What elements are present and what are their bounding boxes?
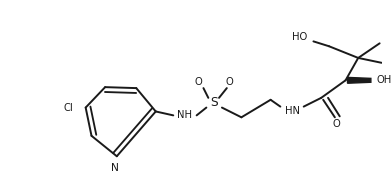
Text: S: S — [211, 96, 218, 109]
Text: O: O — [195, 77, 202, 87]
Text: O: O — [226, 77, 234, 87]
Text: O: O — [333, 119, 341, 129]
Text: NH: NH — [178, 110, 192, 120]
Text: HO: HO — [292, 31, 307, 42]
Text: HN: HN — [285, 107, 299, 116]
Polygon shape — [348, 77, 371, 83]
Text: OH: OH — [377, 75, 392, 85]
Text: Cl: Cl — [63, 102, 73, 113]
Text: N: N — [111, 163, 119, 173]
